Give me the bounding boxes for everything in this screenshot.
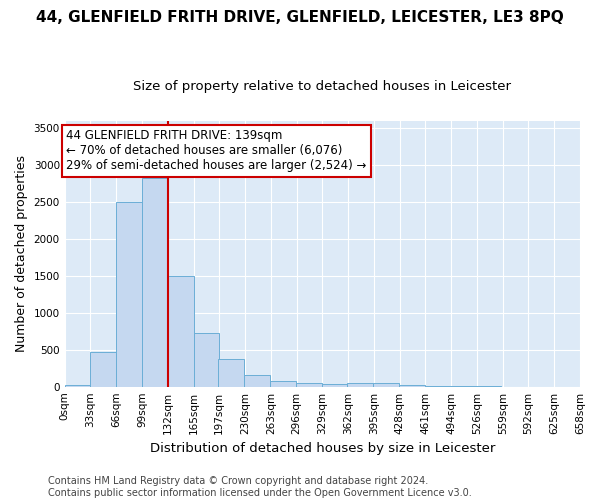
Bar [218, 359, 244, 386]
Bar [347, 382, 373, 386]
Text: 44 GLENFIELD FRITH DRIVE: 139sqm
← 70% of detached houses are smaller (6,076)
29: 44 GLENFIELD FRITH DRIVE: 139sqm ← 70% o… [66, 130, 367, 172]
Text: 44, GLENFIELD FRITH DRIVE, GLENFIELD, LEICESTER, LE3 8PQ: 44, GLENFIELD FRITH DRIVE, GLENFIELD, LE… [36, 10, 564, 25]
Bar [142, 178, 168, 386]
Bar [116, 202, 142, 386]
Bar [399, 385, 425, 386]
Y-axis label: Number of detached properties: Number of detached properties [15, 155, 28, 352]
Bar [244, 375, 270, 386]
Text: Contains HM Land Registry data © Crown copyright and database right 2024.
Contai: Contains HM Land Registry data © Crown c… [48, 476, 472, 498]
Bar [65, 385, 91, 386]
Bar [91, 352, 116, 386]
X-axis label: Distribution of detached houses by size in Leicester: Distribution of detached houses by size … [149, 442, 495, 455]
Bar [373, 382, 399, 386]
Bar [296, 382, 322, 386]
Bar [193, 333, 219, 386]
Bar [168, 276, 193, 386]
Title: Size of property relative to detached houses in Leicester: Size of property relative to detached ho… [133, 80, 511, 93]
Bar [322, 384, 347, 386]
Bar [270, 381, 296, 386]
